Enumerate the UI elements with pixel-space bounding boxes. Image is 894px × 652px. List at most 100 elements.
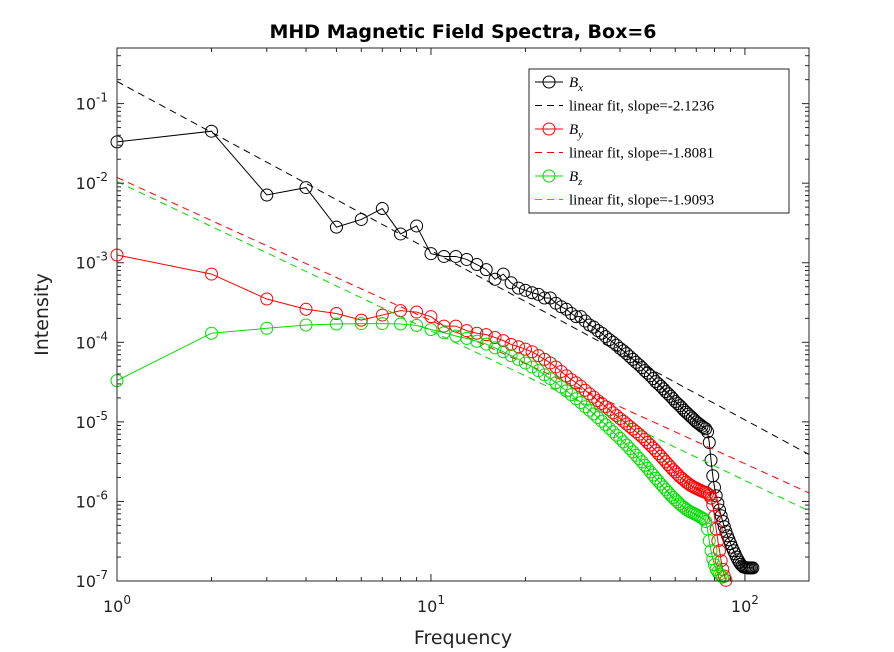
data-point [329,220,343,234]
data-point [641,461,655,475]
data-point [410,318,424,332]
x-tick-label: 102 [731,593,759,616]
data-point [511,352,525,366]
data-point [664,460,678,474]
data-point [496,345,510,359]
data-point [205,267,219,281]
data-point [375,308,389,322]
data-point [578,383,592,397]
legend-marker [542,75,556,89]
data-point [299,302,313,316]
data-point [569,392,583,406]
data-point [479,337,493,351]
data-point [610,428,624,442]
data-point [574,379,588,393]
data-point [504,337,518,351]
data-point [646,372,660,386]
data-point [479,328,493,342]
data-point [659,385,673,399]
data-point [706,498,720,512]
series-0 [110,124,760,575]
data-point [591,411,605,425]
data-point [704,453,718,467]
data-point [701,486,714,500]
data-point [651,377,665,391]
data-point [664,488,678,502]
data-point [424,310,438,324]
data-point [641,436,655,450]
data-point [709,562,723,576]
data-point [260,188,274,202]
legend-label: linear fit, slope=-1.9093 [569,193,714,209]
data-point [460,252,474,266]
data-point [574,396,588,410]
y-tick-label: 10-7 [76,568,108,591]
data-point [697,512,711,526]
data-point [713,567,727,581]
data-point [460,331,474,345]
data-point [714,569,728,583]
y-tick-label: 10-1 [76,91,108,114]
data-point [329,317,343,331]
data-point [711,534,725,548]
data-point [613,412,627,426]
data-point [511,340,525,354]
data-point [354,317,368,331]
data-point [525,345,539,359]
fit-line [116,181,810,512]
data-point [504,276,518,290]
data-point [496,334,510,348]
y-tick-label: 10-5 [76,409,108,432]
legend-marker [542,169,556,183]
data-layer [110,80,810,587]
data-point [606,425,620,439]
y-axis-label: Intensity [31,273,53,356]
data-point [569,310,583,324]
data-point [661,387,675,401]
data-point [671,397,685,411]
data-point [518,356,532,370]
data-point [496,267,510,281]
data-point [711,565,725,579]
data-point [394,227,408,241]
data-point [654,379,668,393]
data-point [354,313,368,327]
data-point [574,310,588,324]
x-tick-label: 101 [417,593,445,616]
data-point [578,314,592,328]
data-point [713,544,727,558]
legend-label: Bx [569,75,583,94]
legend-label: By [569,122,583,141]
data-point [410,219,424,233]
data-point [666,463,680,477]
data-point [649,375,663,389]
data-point [613,341,627,355]
data-point [702,488,716,502]
data-point [299,181,313,195]
data-point [679,502,693,516]
y-tick-label: 10-4 [76,329,108,352]
data-point [525,360,539,374]
legend: Bx linear fit, slope=-2.1236 By linear fit,… [528,68,790,214]
data-point [531,287,545,301]
data-point [613,431,627,445]
data-point [329,307,343,321]
data-point [695,511,709,525]
data-point [697,420,711,434]
data-point [554,364,568,378]
data-point [727,544,741,558]
data-point [599,418,613,432]
legend-label: linear fit, slope=-1.8081 [569,146,714,162]
data-point [666,392,680,406]
data-point [518,283,532,297]
data-point [716,570,730,584]
data-point [205,124,219,138]
data-point [583,387,597,401]
data-point [394,317,408,331]
data-point [699,514,713,528]
data-point [587,407,601,421]
data-point [583,403,597,417]
series-4 [110,317,730,584]
plot-frame [116,47,810,582]
